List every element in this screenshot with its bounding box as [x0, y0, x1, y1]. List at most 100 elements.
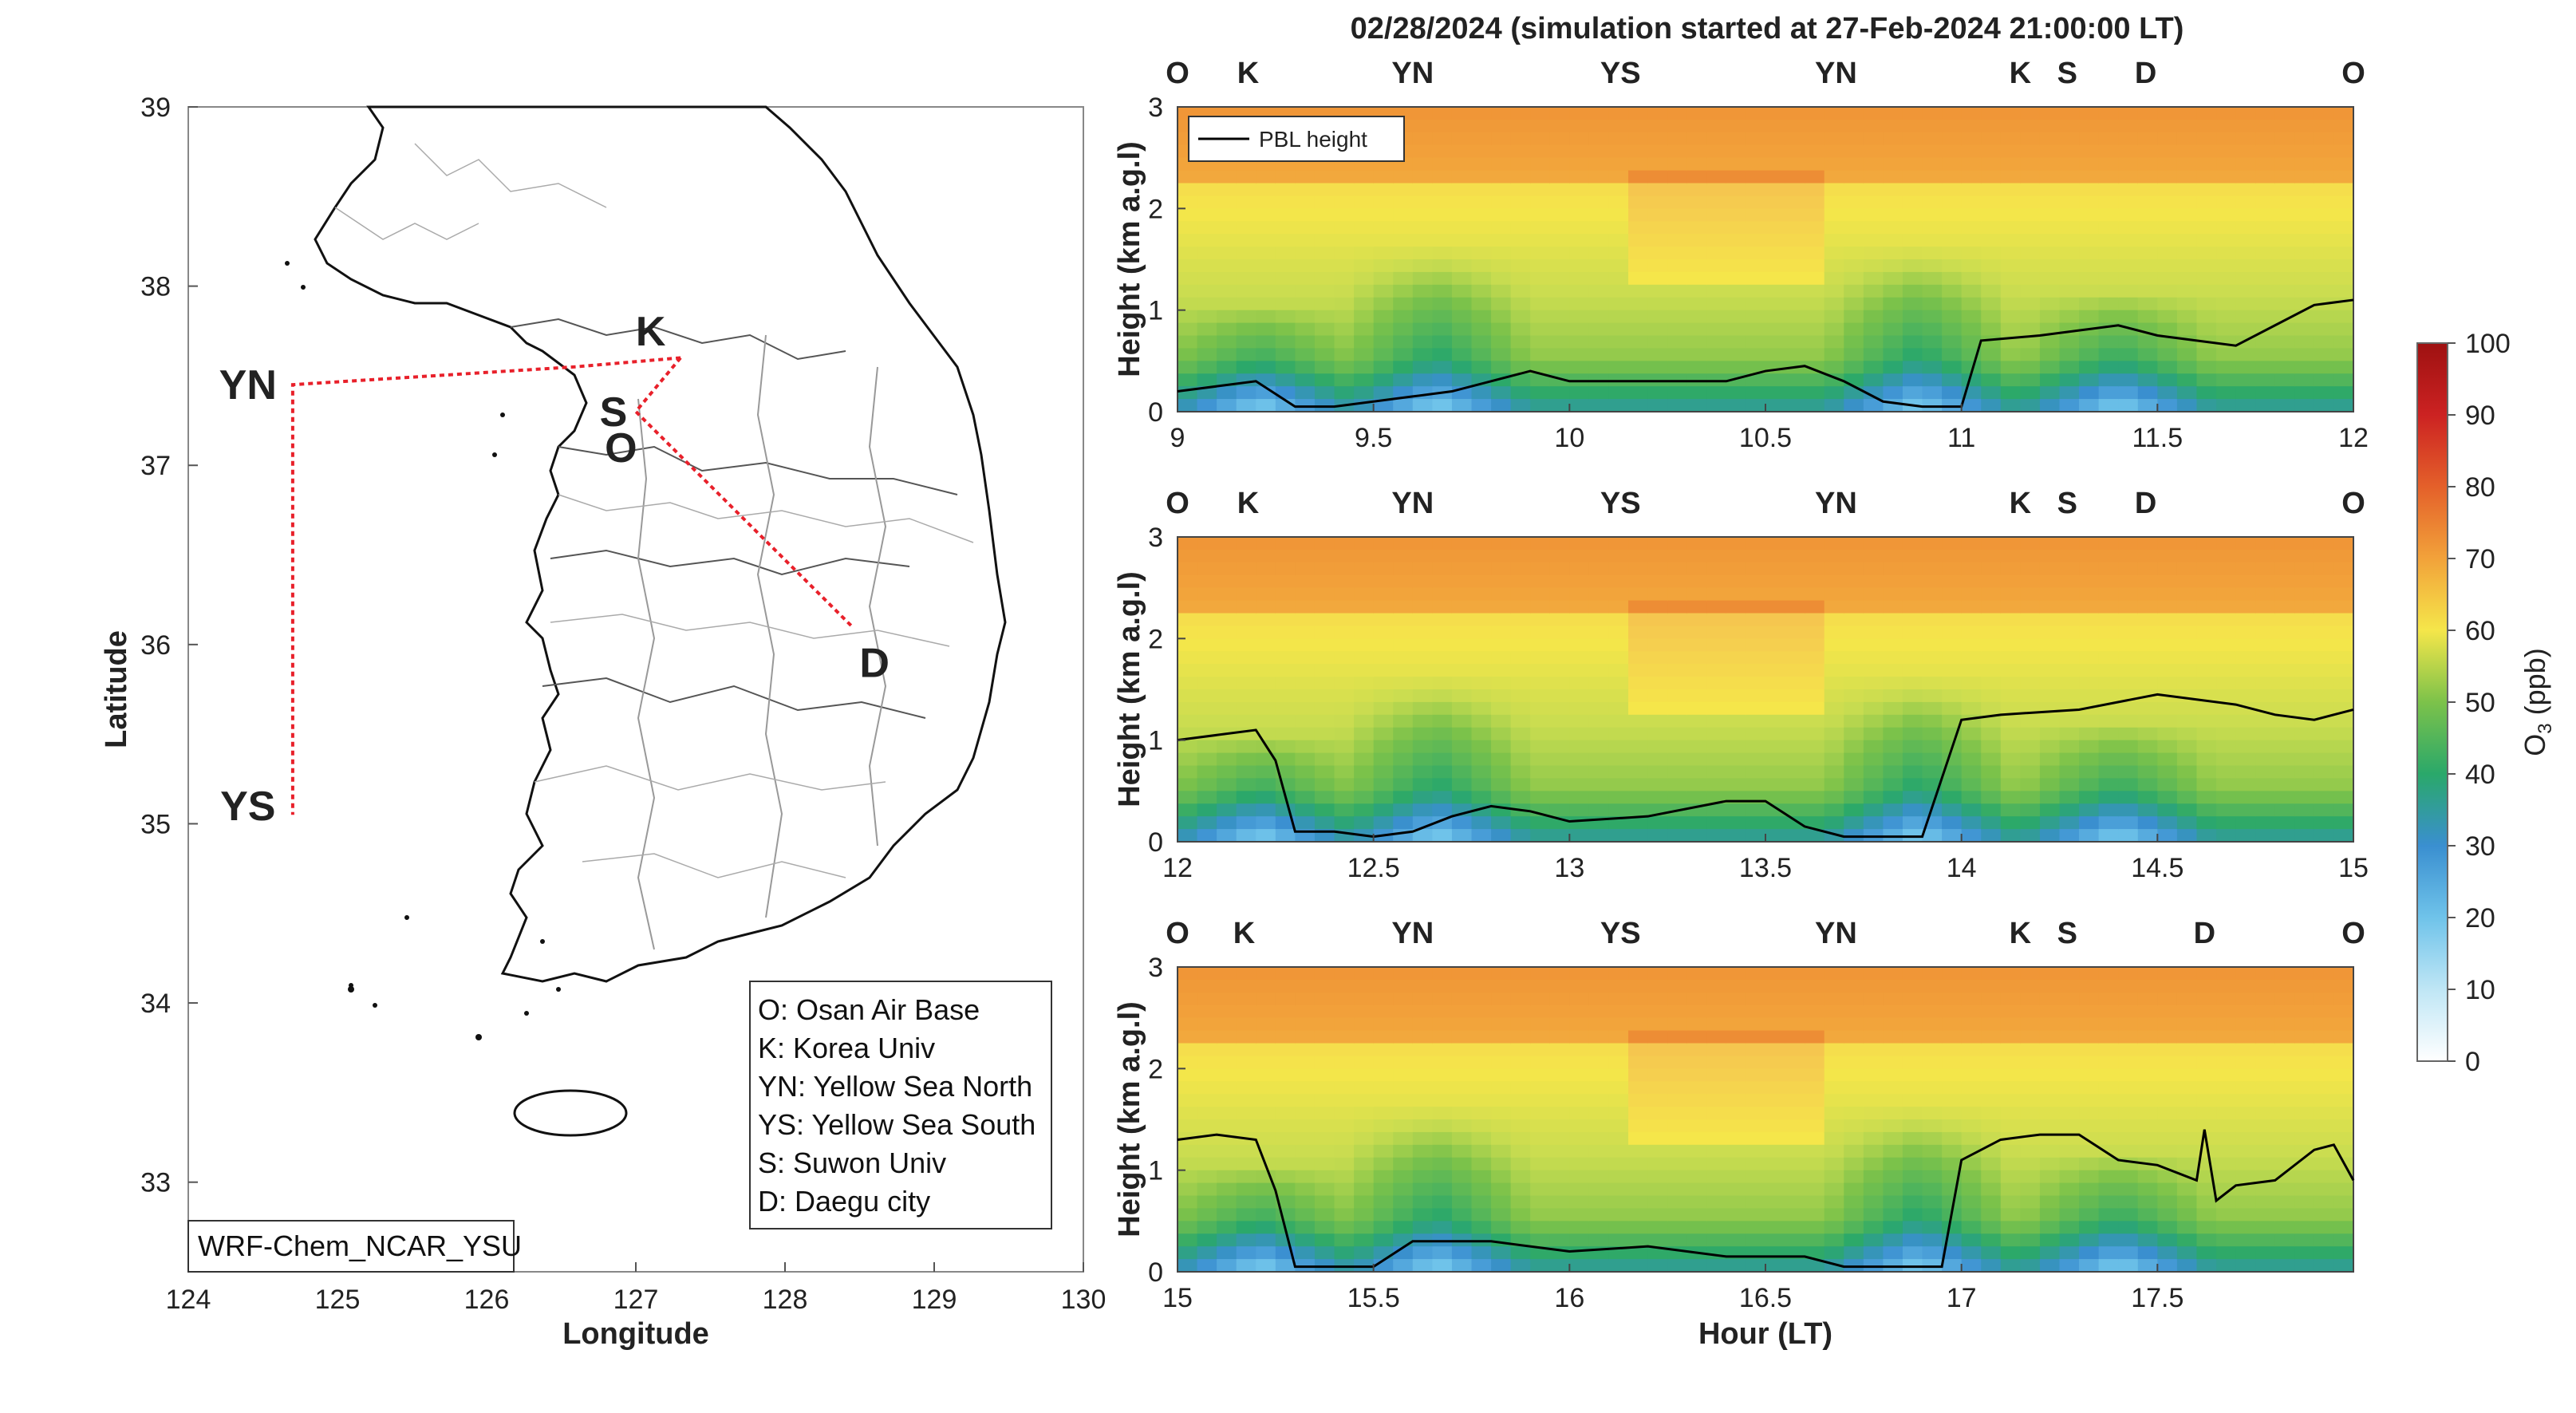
heatmap-cell — [2294, 677, 2315, 690]
heatmap-cell — [2000, 1017, 2022, 1032]
heatmap-cell — [1883, 574, 1903, 589]
heatmap-cell — [1746, 1246, 1766, 1261]
heatmap-cell — [2039, 1170, 2061, 1184]
heatmap-cell — [1295, 1131, 1316, 1146]
heatmap-cell — [1844, 1259, 1864, 1272]
heatmap-cell — [2314, 284, 2335, 298]
heatmap-cell — [1785, 689, 1806, 703]
heatmap-cell — [1628, 234, 1649, 248]
heatmap-cell — [2255, 208, 2276, 223]
heatmap-cell — [1746, 1170, 1766, 1184]
heatmap-cell — [2255, 689, 2276, 703]
heatmap-cell — [1471, 322, 1493, 337]
heatmap-cell — [1863, 221, 1884, 235]
heatmap-cell — [1942, 1157, 1963, 1171]
heatmap-cell — [1217, 537, 1237, 551]
heatmap-cell — [2314, 399, 2335, 412]
heatmap-cell — [2255, 537, 2276, 551]
heatmap-cell — [2314, 626, 2335, 640]
heatmap-cell — [2020, 1068, 2041, 1083]
heatmap-cell — [1432, 574, 1453, 589]
heatmap-cell — [2216, 979, 2237, 993]
heatmap-cell — [2157, 234, 2178, 248]
heatmap-cell — [1471, 221, 1493, 235]
heatmap-cell — [1256, 701, 1276, 716]
heatmap-cell — [1922, 549, 1943, 563]
heatmap-cell — [1569, 1157, 1590, 1171]
ytick-label: 1 — [1148, 726, 1163, 756]
heatmap-cell — [1805, 1004, 1825, 1019]
heatmap-cell — [1451, 803, 1473, 818]
heatmap-cell — [1412, 651, 1434, 665]
heatmap-cell — [1530, 765, 1551, 780]
heatmap-cell — [1608, 752, 1630, 767]
heatmap-cell — [1961, 399, 1982, 412]
heatmap-cell — [1726, 791, 1747, 805]
heatmap-cell — [1373, 651, 1395, 665]
heatmap-cell — [1961, 1170, 1982, 1184]
heatmap-cell — [2274, 1004, 2296, 1019]
heatmap-cell — [1217, 1170, 1237, 1184]
heatmap-cell — [2039, 335, 2061, 349]
heatmap-cell — [1451, 1107, 1473, 1120]
heatmap-cell — [2235, 791, 2257, 805]
heatmap-cell — [1726, 562, 1747, 576]
heatmap-cell — [1451, 335, 1473, 349]
heatmap-cell — [2333, 1004, 2353, 1019]
heatmap-cell — [1902, 574, 1923, 589]
heatmap-cell — [1628, 1246, 1649, 1261]
heatmap-cell — [2118, 992, 2139, 1006]
heatmap-cell — [1432, 701, 1453, 716]
heatmap-cell — [1295, 271, 1316, 286]
heatmap-cell — [2059, 1119, 2081, 1133]
heatmap-cell — [2157, 183, 2178, 197]
heatmap-cell — [2333, 247, 2353, 260]
heatmap-cell — [1706, 1068, 1727, 1083]
heatmap-cell — [1667, 979, 1688, 993]
heatmap-cell — [1961, 1144, 1982, 1158]
heatmap-cell — [2000, 1004, 2022, 1019]
heatmap-cell — [1471, 1030, 1493, 1044]
heatmap-cell — [2157, 651, 2178, 665]
heatmap-cell — [2059, 271, 2081, 286]
heatmap-cell — [2216, 1056, 2237, 1070]
heatmap-cell — [1569, 613, 1590, 627]
colorbar-gradient — [2416, 342, 2448, 1062]
heatmap-cell — [2196, 992, 2218, 1006]
heatmap-cell — [1608, 1094, 1630, 1108]
heatmap-cell — [1902, 967, 1923, 981]
heatmap-cell — [1706, 651, 1727, 665]
heatmap-cell — [1432, 1030, 1453, 1044]
heatmap-cell — [2039, 562, 2061, 576]
heatmap-cell — [1236, 195, 1257, 210]
heatmap-cell — [1236, 1004, 1257, 1019]
heatmap-cell — [1373, 587, 1395, 602]
heatmap-cell — [1647, 157, 1669, 172]
heatmap-cell — [2176, 1017, 2198, 1032]
heatmap-cell — [1451, 1030, 1473, 1044]
heatmap-cell — [1471, 1081, 1493, 1095]
heatmap-cell — [1746, 107, 1766, 120]
heatmap-cell — [2137, 1004, 2159, 1019]
heatmap-cell — [2137, 701, 2159, 716]
heatmap-cell — [2196, 537, 2218, 551]
heatmap-cell — [1588, 310, 1610, 324]
heatmap-cell — [1647, 689, 1669, 703]
xtick-label: 15.5 — [1347, 1283, 1400, 1313]
heatmap-cell — [1746, 271, 1766, 286]
heatmap-cell — [1588, 740, 1610, 754]
heatmap-cell — [2059, 119, 2081, 133]
heatmap-cell — [1275, 1119, 1296, 1133]
heatmap-cell — [1902, 752, 1923, 767]
heatmap-cell — [2118, 1056, 2139, 1070]
heatmap-cell — [1883, 247, 1903, 260]
heatmap-cell — [2274, 208, 2296, 223]
heatmap-cell — [1451, 1170, 1473, 1184]
heatmap-cell — [1275, 399, 1296, 412]
heatmap-cell — [1275, 651, 1296, 665]
heatmap-cell — [1588, 195, 1610, 210]
heatmap-cell — [1961, 803, 1982, 818]
heatmap-cell — [1451, 1259, 1473, 1272]
heatmap-cell — [1981, 765, 2002, 780]
heatmap-cell — [1844, 1233, 1864, 1248]
